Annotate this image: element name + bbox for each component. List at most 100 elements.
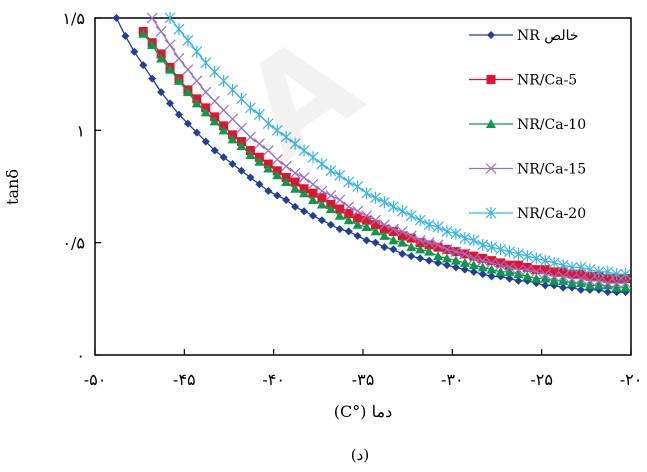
data-point bbox=[237, 166, 246, 175]
data-point bbox=[317, 193, 327, 203]
series-line bbox=[115, 17, 626, 293]
data-point bbox=[298, 172, 310, 183]
data-point bbox=[281, 177, 292, 187]
x-tick-label: -۳۵ bbox=[352, 370, 375, 389]
data-point bbox=[164, 39, 176, 51]
y-tick-label: ۱ bbox=[76, 121, 85, 140]
data-point bbox=[130, 47, 139, 56]
data-point bbox=[308, 211, 317, 220]
data-point bbox=[584, 263, 596, 276]
data-point bbox=[182, 87, 193, 97]
data-point bbox=[325, 203, 336, 213]
data-point bbox=[164, 12, 176, 24]
data-point bbox=[362, 236, 371, 245]
data-point bbox=[576, 285, 585, 294]
data-point bbox=[414, 214, 426, 227]
data-point bbox=[173, 23, 185, 36]
data-point bbox=[593, 280, 604, 290]
data-point bbox=[450, 227, 462, 240]
data-point bbox=[441, 243, 453, 255]
data-point bbox=[227, 83, 238, 96]
data-point bbox=[290, 177, 300, 187]
data-point bbox=[273, 191, 282, 200]
axis-ticks: -۵۰ -۴۵ -۴۰ -۳۵ -۳۰ -۲۵ -۲۰ ۰ ۰/۵ ۱ ۱/۵ bbox=[62, 9, 642, 389]
data-point bbox=[611, 277, 623, 289]
data-point bbox=[263, 163, 274, 173]
data-point bbox=[317, 216, 326, 225]
data-point bbox=[434, 258, 443, 267]
legend-label: NR/Ca-15 bbox=[517, 162, 586, 178]
x-tick-label: -۲۵ bbox=[530, 370, 553, 389]
data-point bbox=[353, 231, 362, 240]
data-point bbox=[245, 131, 256, 143]
data-point bbox=[549, 275, 560, 285]
data-point bbox=[362, 215, 372, 225]
data-point bbox=[379, 230, 390, 240]
data-point bbox=[316, 158, 328, 171]
data-point bbox=[559, 283, 568, 292]
data-point bbox=[496, 258, 506, 268]
data-point bbox=[218, 125, 229, 135]
data-point bbox=[246, 173, 255, 182]
data-point bbox=[486, 241, 498, 254]
data-point bbox=[236, 92, 247, 105]
data-point bbox=[228, 160, 237, 169]
data-point bbox=[432, 239, 444, 251]
data-point bbox=[352, 205, 364, 217]
data-point bbox=[593, 275, 605, 287]
data-point bbox=[486, 264, 497, 274]
legend-marker bbox=[486, 119, 496, 128]
data-point bbox=[620, 282, 631, 292]
data-point bbox=[549, 267, 559, 277]
data-point bbox=[370, 226, 381, 236]
data-point bbox=[450, 246, 462, 258]
data-point bbox=[157, 88, 166, 97]
data-point bbox=[227, 134, 238, 144]
series-0 bbox=[112, 14, 630, 297]
data-point bbox=[146, 12, 158, 24]
data-point bbox=[343, 215, 354, 225]
data-point bbox=[352, 219, 363, 229]
data-point bbox=[379, 196, 390, 209]
data-point bbox=[271, 124, 283, 137]
data-point bbox=[200, 56, 212, 69]
data-point bbox=[352, 180, 364, 193]
data-point bbox=[379, 224, 389, 234]
figure-caption: (د) bbox=[351, 446, 369, 464]
data-point bbox=[209, 116, 220, 126]
data-point bbox=[371, 220, 381, 230]
data-point bbox=[344, 227, 353, 236]
data-point bbox=[316, 185, 328, 197]
data-point bbox=[548, 270, 560, 282]
data-point bbox=[584, 275, 596, 287]
x-tick-label: -۵۰ bbox=[84, 370, 107, 389]
x-tick-label: -۲۰ bbox=[620, 370, 643, 389]
y-tick-label: ۰ bbox=[76, 346, 85, 365]
data-point bbox=[513, 264, 524, 276]
data-point bbox=[558, 267, 568, 277]
data-point bbox=[335, 204, 345, 214]
data-point bbox=[396, 205, 408, 218]
data-point bbox=[469, 251, 479, 261]
data-point bbox=[210, 146, 219, 155]
data-point bbox=[548, 256, 560, 269]
data-point bbox=[478, 253, 488, 263]
x-tick-label: -۳۰ bbox=[441, 370, 464, 389]
data-point bbox=[504, 266, 515, 276]
data-point bbox=[423, 237, 435, 249]
data-point bbox=[291, 202, 300, 211]
legend-label: NR/Ca-5 bbox=[517, 73, 577, 89]
data-point bbox=[156, 53, 167, 63]
data-point bbox=[191, 98, 202, 108]
data-point bbox=[307, 151, 319, 164]
data-point bbox=[138, 28, 149, 38]
data-point bbox=[389, 245, 398, 254]
data-point bbox=[397, 231, 407, 241]
data-point bbox=[334, 194, 346, 206]
data-point bbox=[406, 242, 417, 252]
data-point bbox=[558, 275, 569, 285]
data-point bbox=[387, 200, 399, 213]
data-point bbox=[566, 261, 578, 274]
data-point bbox=[236, 141, 247, 151]
